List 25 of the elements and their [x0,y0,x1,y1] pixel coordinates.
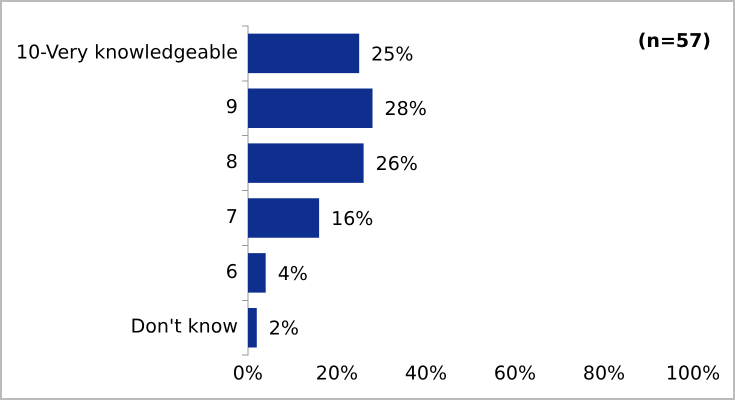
bar [248,308,257,348]
y-tick-label: 8 [226,151,238,174]
data-label: 25% [371,43,414,66]
y-tick-label: 6 [226,260,238,283]
bar [248,253,266,293]
data-label: 28% [384,98,427,120]
y-tick-label: Don't know [130,316,238,338]
data-label: 2% [268,318,299,340]
x-tick-label: 0% [232,362,263,385]
x-tick-label: 80% [582,362,626,385]
data-label: 26% [376,153,418,176]
annotation: (n=57) [638,30,711,52]
bar [248,34,360,74]
y-tick-label: 9 [226,96,238,118]
data-label: 4% [278,262,308,285]
bar [248,143,364,183]
data-label: 16% [331,208,374,230]
x-tick-label: 100% [666,362,720,385]
x-tick-label: 40% [404,362,448,385]
y-tick-label: 10-Very knowledgeable [16,41,238,64]
x-tick-label: 20% [316,362,358,385]
x-tick-label: 60% [494,362,536,385]
y-tick-label: 7 [226,206,238,228]
bar [248,198,320,238]
bar [248,88,373,128]
